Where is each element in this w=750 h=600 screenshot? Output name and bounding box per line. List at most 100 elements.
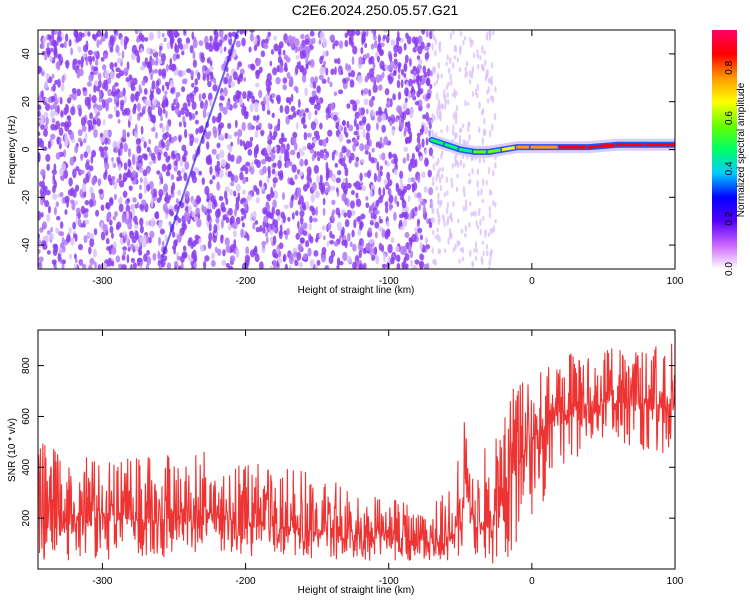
- noise-speck: [117, 51, 121, 57]
- noise-speck: [195, 167, 199, 173]
- noise-speck: [100, 204, 105, 211]
- noise-speck: [353, 118, 357, 128]
- noise-speck: [470, 211, 473, 217]
- noise-speck: [446, 190, 449, 196]
- noise-speck: [311, 207, 316, 216]
- noise-speck: [473, 52, 476, 59]
- noise-speck: [426, 78, 431, 86]
- noise-speck: [306, 181, 310, 189]
- noise-speck: [323, 235, 326, 241]
- noise-speck: [139, 217, 144, 227]
- noise-speck: [481, 45, 484, 54]
- noise-speck: [230, 215, 235, 225]
- noise-speck: [333, 91, 338, 97]
- noise-speck: [140, 65, 145, 71]
- noise-speck: [365, 123, 371, 132]
- noise-speck: [354, 111, 360, 119]
- noise-speck: [314, 109, 318, 116]
- noise-speck: [417, 45, 423, 55]
- noise-speck: [52, 83, 56, 92]
- noise-speck: [64, 209, 68, 216]
- noise-speck: [211, 115, 217, 124]
- noise-speck: [376, 174, 382, 183]
- noise-speck: [95, 85, 100, 92]
- colorbar: 0.00.20.40.60.8 Normalized spectral ampl…: [712, 30, 747, 276]
- noise-speck: [346, 255, 352, 264]
- noise-speck: [306, 132, 312, 138]
- noise-speck: [272, 67, 278, 76]
- noise-speck: [458, 48, 462, 56]
- noise-speck: [334, 40, 339, 47]
- y-tick-label: 800: [21, 357, 32, 374]
- noise-speck: [166, 41, 171, 50]
- noise-speck: [244, 259, 250, 267]
- noise-speck: [145, 263, 149, 269]
- noise-speck: [102, 223, 108, 233]
- noise-speck: [82, 182, 87, 193]
- noise-speck: [425, 111, 429, 122]
- noise-speck: [482, 157, 485, 163]
- noise-speck: [217, 153, 220, 161]
- noise-speck: [253, 36, 258, 45]
- noise-speck: [359, 172, 363, 181]
- noise-speck: [289, 180, 296, 186]
- noise-speck: [96, 118, 101, 127]
- noise-speck: [240, 228, 244, 238]
- noise-speck: [262, 226, 266, 234]
- noise-speck: [59, 175, 65, 181]
- noise-speck: [419, 242, 423, 251]
- noise-speck: [58, 127, 64, 136]
- noise-speck: [61, 263, 65, 269]
- noise-speck: [368, 239, 374, 245]
- noise-speck: [108, 113, 113, 119]
- noise-speck: [74, 258, 78, 263]
- noise-speck: [300, 33, 305, 40]
- noise-speck: [181, 167, 185, 174]
- noise-speck: [165, 63, 169, 72]
- noise-speck: [471, 91, 475, 97]
- noise-speck: [438, 45, 442, 53]
- noise-speck: [488, 259, 491, 267]
- noise-speck: [229, 244, 235, 253]
- noise-speck: [219, 149, 225, 159]
- noise-speck: [129, 165, 134, 171]
- noise-speck: [175, 197, 179, 204]
- y-tick-label: -40: [21, 237, 32, 252]
- noise-speck: [115, 44, 120, 54]
- noise-speck: [272, 190, 279, 200]
- noise-speck: [136, 201, 140, 209]
- noise-speck: [89, 237, 95, 248]
- noise-speck: [441, 166, 444, 173]
- noise-speck: [417, 63, 422, 70]
- noise-speck: [117, 118, 121, 124]
- noise-speck: [452, 112, 456, 121]
- noise-speck: [449, 32, 453, 40]
- noise-speck: [479, 218, 482, 227]
- noise-speck: [390, 39, 396, 46]
- noise-speck: [311, 154, 315, 162]
- noise-speck: [286, 143, 290, 152]
- noise-speck: [346, 139, 352, 144]
- noise-speck: [372, 34, 377, 41]
- noise-speck: [291, 164, 297, 173]
- noise-speck: [177, 217, 182, 224]
- noise-speck: [115, 67, 121, 73]
- noise-speck: [363, 31, 366, 37]
- noise-speck: [176, 170, 182, 176]
- noise-speck: [282, 84, 288, 91]
- noise-speck: [92, 248, 97, 258]
- noise-speck: [168, 133, 172, 143]
- noise-speck: [48, 232, 55, 240]
- y-tick-label: 600: [21, 408, 32, 425]
- noise-speck: [122, 251, 127, 257]
- noise-speck: [277, 258, 283, 264]
- noise-speck: [126, 197, 131, 204]
- noise-speck: [175, 95, 179, 106]
- noise-speck: [79, 260, 84, 267]
- noise-speck: [202, 108, 207, 119]
- noise-speck: [474, 210, 477, 218]
- noise-speck: [273, 253, 279, 259]
- spectrogram-y-label: Frequency (Hz): [7, 116, 18, 185]
- noise-speck: [60, 83, 65, 92]
- noise-speck: [55, 152, 61, 160]
